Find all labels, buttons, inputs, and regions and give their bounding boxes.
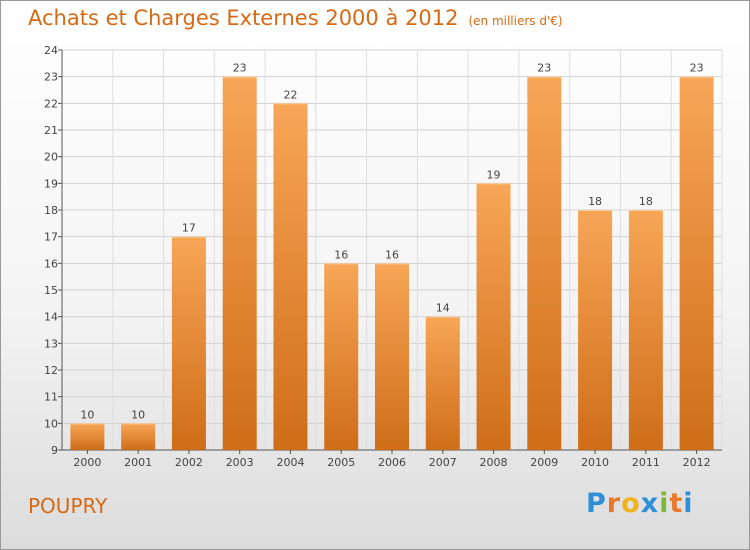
chart-title-text: Achats et Charges Externes 2000 à 2012 xyxy=(28,6,459,30)
bar-2001 xyxy=(121,423,156,450)
bar-2000 xyxy=(70,423,105,450)
chart-subtitle: (en milliers d'€) xyxy=(468,14,563,28)
data-label-2009: 23 xyxy=(537,62,551,75)
x-tick-label-2007: 2007 xyxy=(429,456,457,469)
data-label-2002: 17 xyxy=(182,222,196,235)
logo-letter: r xyxy=(606,488,622,519)
bar-2008 xyxy=(476,183,511,451)
y-tick-label: 10 xyxy=(44,417,58,430)
x-tick-label-2003: 2003 xyxy=(226,456,254,469)
data-label-2000: 10 xyxy=(80,408,94,421)
y-tick-label: 21 xyxy=(44,124,58,137)
logo-letter: x xyxy=(640,488,660,519)
data-label-2011: 18 xyxy=(639,195,653,208)
y-tick-label: 22 xyxy=(44,97,58,110)
y-tick-label: 9 xyxy=(51,444,58,457)
y-tick-label: 11 xyxy=(44,391,58,404)
y-tick-label: 23 xyxy=(44,71,58,84)
x-tick-label-2009: 2009 xyxy=(530,456,558,469)
y-tick-label: 12 xyxy=(44,364,58,377)
y-tick-label: 18 xyxy=(44,204,58,217)
x-tick-label-2002: 2002 xyxy=(175,456,203,469)
data-label-2003: 23 xyxy=(233,62,247,75)
logo-letter: t xyxy=(669,488,684,519)
x-tick-label-2011: 2011 xyxy=(632,456,660,469)
y-tick-label: 13 xyxy=(44,337,58,350)
y-tick-label: 14 xyxy=(44,311,58,324)
x-tick-label-2006: 2006 xyxy=(378,456,406,469)
bar-2010 xyxy=(578,210,613,450)
x-tick-label-2008: 2008 xyxy=(480,456,508,469)
y-tick-label: 20 xyxy=(44,151,58,164)
data-label-2012: 23 xyxy=(690,62,704,75)
proxiti-logo: Proxiti xyxy=(586,488,694,519)
data-label-2008: 19 xyxy=(487,168,501,181)
bar-2007 xyxy=(425,316,460,450)
x-tick-label-2005: 2005 xyxy=(327,456,355,469)
y-tick-label: 16 xyxy=(44,257,58,270)
data-label-2004: 22 xyxy=(283,88,297,101)
labels: 9 10 11 12 13 14 15 16 17 18 19 20 21 22 23 24 10 2000 10 2… xyxy=(44,44,711,469)
logo-letter: i xyxy=(683,488,694,519)
logo-letter: P xyxy=(586,488,607,519)
logo-letter: o xyxy=(621,488,641,519)
bar-2011 xyxy=(628,210,663,450)
bar-2005 xyxy=(324,263,359,450)
y-tick-label: 24 xyxy=(44,44,58,57)
logo-letter: i xyxy=(659,488,670,519)
bar-2012 xyxy=(679,76,714,451)
bar-2003 xyxy=(222,76,257,451)
chart-title: Achats et Charges Externes 2000 à 2012 (e… xyxy=(28,6,563,30)
commune-name: POUPRY xyxy=(28,494,108,518)
x-tick-label-2001: 2001 xyxy=(124,456,152,469)
y-tick-label: 19 xyxy=(44,177,58,190)
data-label-2006: 16 xyxy=(385,248,399,261)
bar-2006 xyxy=(375,263,409,450)
x-tick-label-2000: 2000 xyxy=(73,456,101,469)
bar-2009 xyxy=(527,76,562,451)
x-tick-label-2010: 2010 xyxy=(581,456,609,469)
data-label-2007: 14 xyxy=(436,302,450,315)
data-label-2001: 10 xyxy=(131,408,145,421)
x-tick-label-2004: 2004 xyxy=(276,456,304,469)
data-label-2005: 16 xyxy=(334,248,348,261)
data-label-2010: 18 xyxy=(588,195,602,208)
bars xyxy=(70,76,714,451)
y-tick-label: 15 xyxy=(44,284,58,297)
bar-2004 xyxy=(273,103,308,450)
bar-2002 xyxy=(171,236,206,450)
y-tick-label: 17 xyxy=(44,231,58,244)
x-tick-label-2012: 2012 xyxy=(683,456,711,469)
